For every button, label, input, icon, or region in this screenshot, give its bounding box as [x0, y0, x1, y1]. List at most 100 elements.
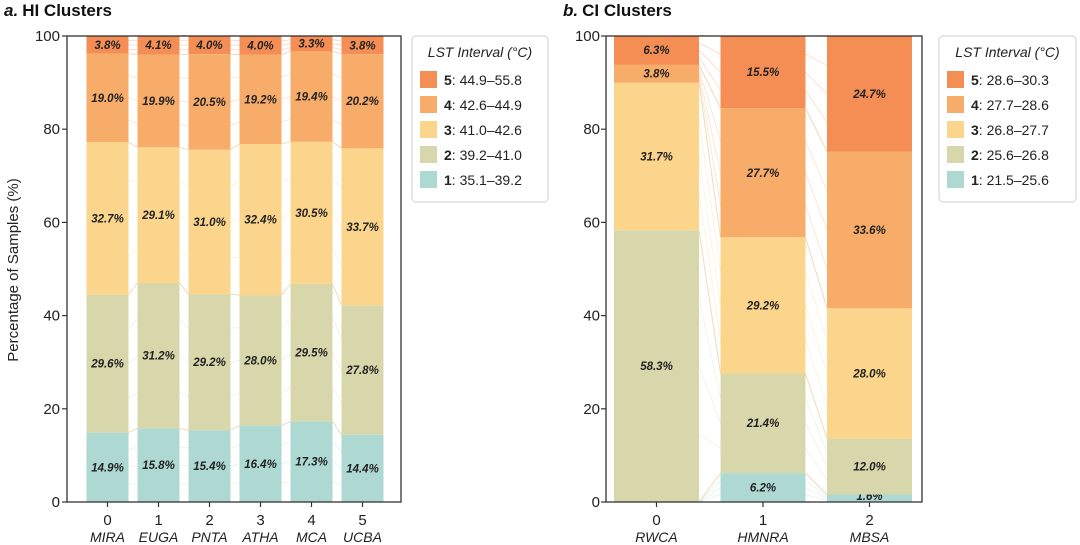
bar-segment-1-3	[720, 237, 806, 374]
data-label-5-3: 33.7%	[346, 222, 379, 234]
data-label-2-3: 28.0%	[852, 368, 886, 380]
bar-segment-5-4	[341, 54, 384, 149]
flow-line	[179, 319, 189, 329]
panel-title: b. CI Clusters	[563, 1, 672, 20]
y-tick-label: 0	[592, 494, 600, 511]
legend-range: : 25.6–26.8	[979, 147, 1049, 163]
flow-line	[230, 219, 240, 223]
flow-line	[698, 298, 721, 399]
bar-segment-2-5	[188, 35, 231, 55]
flow-line	[281, 43, 291, 46]
flow-line	[332, 39, 342, 42]
legend-key: 1	[971, 172, 979, 188]
data-label-0-2: 29.6%	[90, 359, 124, 371]
flow-line	[281, 141, 291, 145]
flow-line	[332, 177, 342, 188]
bar-segment-1-5	[720, 36, 806, 109]
legend-range: : 39.2–41.0	[452, 147, 522, 163]
flow-line	[281, 248, 291, 258]
legend-key: 2	[444, 147, 452, 163]
flow-line	[698, 69, 721, 141]
x-tick-label: 2	[205, 512, 213, 529]
bar-segment-4-2	[290, 283, 333, 422]
legend-swatch-2	[420, 146, 437, 163]
flow-line	[230, 49, 240, 51]
flow-line	[281, 420, 291, 427]
flow-line	[179, 123, 189, 127]
x-category-name: UCBA	[343, 529, 382, 545]
flow-line	[698, 472, 721, 503]
flow-line	[179, 282, 189, 295]
bar-segment-2-5	[827, 36, 912, 152]
x-tick-label: 0	[103, 512, 111, 529]
flow-line	[698, 82, 721, 238]
legend-swatch-4	[947, 96, 964, 113]
panel-title: a. HI Clusters	[4, 1, 112, 20]
bar-segment-2-1	[188, 430, 231, 502]
flow-line	[332, 43, 342, 46]
flow-line	[698, 480, 721, 503]
flow-line	[179, 180, 189, 187]
flow-line	[698, 193, 721, 340]
data-label-4-3: 30.5%	[295, 208, 328, 220]
flow-line	[805, 339, 828, 407]
data-label-0-3: 31.7%	[640, 152, 673, 164]
y-tick-label: 40	[583, 308, 600, 325]
x-category-name: ATHA	[241, 529, 278, 545]
bar-segment-3-5	[239, 36, 282, 55]
legend-key: 4	[971, 97, 979, 113]
flow-line	[332, 283, 342, 306]
legend-box	[411, 35, 549, 203]
flow-line	[805, 107, 828, 152]
flow-line	[128, 53, 138, 56]
flow-line	[332, 461, 342, 469]
bar-segment-0-4	[614, 64, 699, 83]
flow-line	[281, 441, 291, 446]
panel-ci-clusters: b. CI Clusters 58.3% 31.7% 3.8% 6.3% 6.2% 21.4%…	[563, 1, 1077, 545]
flow-line	[230, 463, 240, 467]
bar-segment-5-5	[341, 36, 384, 55]
axes-frame	[605, 35, 923, 503]
flow-line	[230, 181, 240, 187]
bar-segment-1-2	[720, 373, 806, 474]
data-label-3-3: 32.4%	[244, 215, 277, 227]
flow-line	[128, 483, 138, 485]
flow-line	[332, 421, 342, 436]
bar-segment-0-2	[86, 294, 129, 433]
bar-segment-1-4	[720, 108, 806, 238]
y-tick-label: 40	[43, 308, 60, 325]
flow-line	[805, 479, 828, 497]
flow-line	[128, 141, 138, 148]
bar-segment-2-2	[827, 438, 912, 495]
x-category-name: EUGA	[139, 529, 179, 545]
bars-group: 58.3% 31.7% 3.8% 6.3% 6.2% 21.4% 29.2% 27.7% 15.…	[614, 35, 912, 503]
flow-line	[281, 176, 291, 183]
data-label-2-4: 20.5%	[192, 97, 226, 109]
legend-swatch-1	[947, 171, 964, 188]
flow-line	[128, 446, 138, 451]
data-label-4-5: 3.3%	[298, 39, 324, 51]
flow-line	[230, 76, 240, 79]
bar-segment-0-3	[614, 82, 699, 231]
legend-entry-3: 3: 41.0–42.6	[444, 122, 522, 138]
legend-range: : 28.6–30.3	[979, 72, 1049, 88]
data-label-2-3: 31.0%	[193, 217, 226, 229]
data-label-3-1: 16.4%	[244, 459, 277, 471]
legend-swatch-5	[947, 71, 964, 88]
bar-segment-1-2	[137, 283, 180, 429]
bar-segment-4-4	[290, 51, 333, 142]
y-tick-label: 20	[43, 401, 60, 418]
data-label-2-2: 12.0%	[853, 462, 886, 474]
flow-line	[128, 355, 138, 364]
x-tick-label: 5	[358, 512, 366, 529]
flow-line	[332, 481, 342, 486]
x-category-name: PNTA	[191, 529, 227, 545]
data-label-2-1: 15.4%	[193, 461, 226, 473]
bar-segment-3-1	[239, 425, 282, 502]
flow-line	[281, 50, 291, 56]
flow-line	[698, 42, 721, 55]
x-category-name: MBSA	[850, 529, 890, 545]
legend-swatch-2	[947, 146, 964, 163]
bar-segment-2-1	[827, 494, 912, 502]
y-tick-label: 100	[575, 28, 600, 45]
